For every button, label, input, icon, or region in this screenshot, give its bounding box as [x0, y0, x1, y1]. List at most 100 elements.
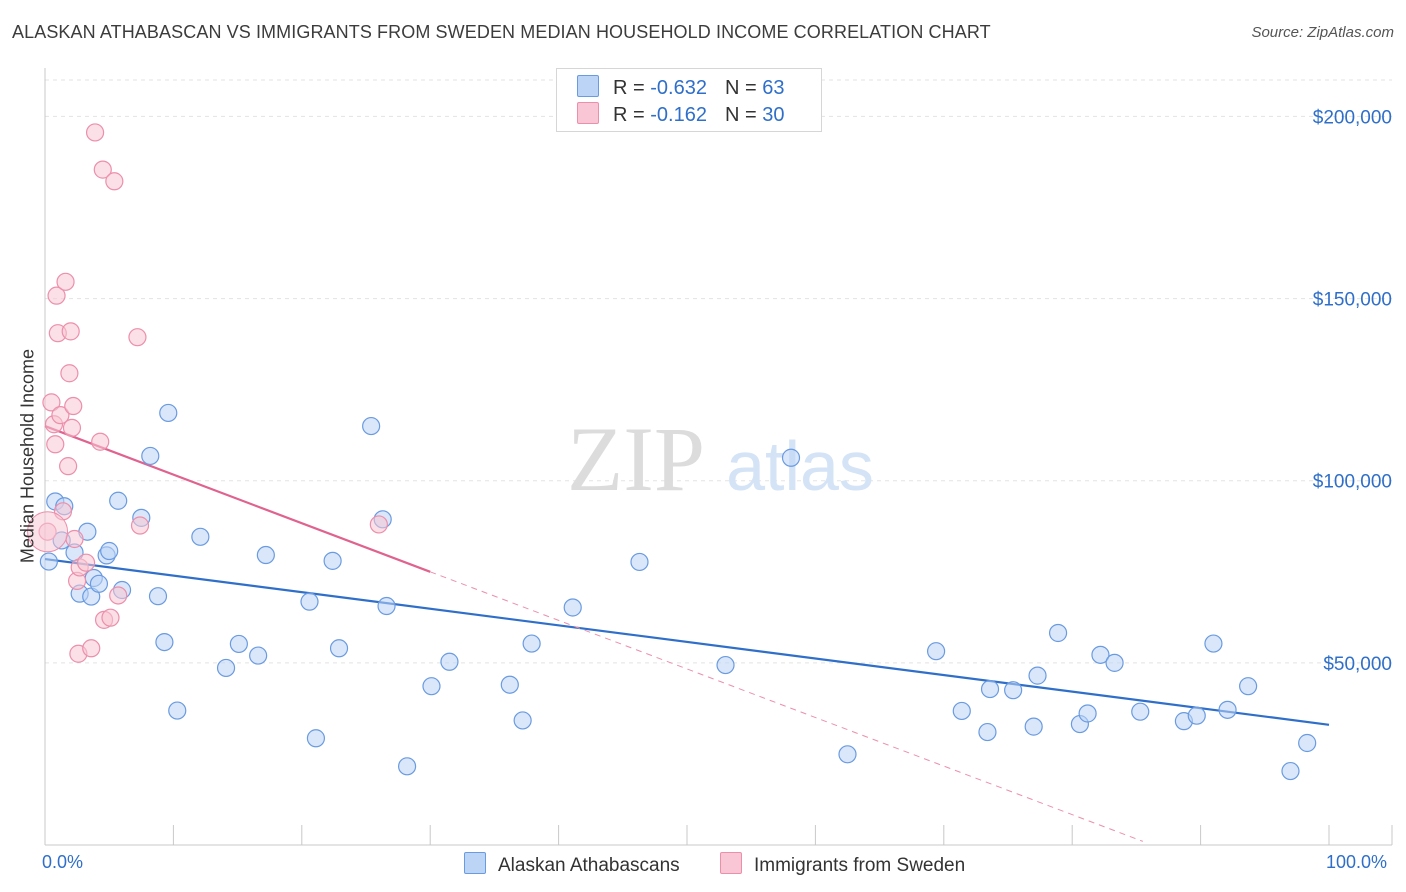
point-athabascan: [1131, 702, 1150, 721]
legend-n-value: 30: [762, 104, 785, 126]
series-legend-athabascan: Alaskan Athabascans: [464, 852, 680, 877]
point-athabascan: [300, 592, 319, 611]
y-tick-label: $200,000: [1313, 107, 1392, 128]
point-athabascan: [1078, 704, 1097, 723]
source-label: Source: ZipAtlas.com: [1251, 24, 1394, 41]
legend-swatch-blue: [577, 75, 599, 97]
point-athabascan: [1239, 677, 1258, 696]
point-sweden: [76, 553, 96, 572]
point-athabascan: [1028, 666, 1047, 685]
point-athabascan: [980, 679, 1000, 699]
point-athabascan: [978, 722, 997, 742]
point-athabascan: [952, 701, 971, 721]
point-sweden: [93, 160, 112, 179]
point-athabascan: [159, 403, 178, 423]
point-athabascan: [155, 632, 174, 652]
point-athabascan: [323, 551, 342, 570]
point-sweden: [62, 418, 82, 437]
point-sweden: [82, 639, 101, 658]
grid-layer: [45, 79, 1392, 664]
legend-r-value: -0.632: [650, 77, 707, 99]
point-sweden: [128, 328, 147, 347]
point-athabascan: [109, 491, 128, 510]
point-athabascan: [1024, 717, 1043, 736]
correlation-legend: R = -0.632 N = 63 R = -0.162 N = 30: [556, 68, 822, 132]
point-athabascan: [513, 711, 532, 730]
watermark-atlas: atlas: [726, 427, 874, 505]
point-athabascan: [362, 416, 381, 436]
point-sweden: [130, 516, 150, 535]
point-athabascan: [216, 658, 236, 678]
point-athabascan: [500, 675, 519, 694]
point-athabascan: [522, 634, 541, 653]
point-athabascan: [1298, 733, 1317, 753]
x-tick-label-max: 100.0%: [1326, 852, 1388, 872]
point-athabascan: [422, 677, 441, 696]
point-athabascan: [440, 652, 459, 671]
legend-r-label: R =: [613, 104, 651, 126]
point-sweden: [85, 123, 105, 142]
legend-row-athabascan: R = -0.632 N = 63: [577, 75, 784, 101]
point-sweden: [65, 529, 84, 549]
point-athabascan: [1105, 653, 1124, 672]
point-athabascan: [716, 655, 735, 675]
point-athabascan: [1048, 623, 1068, 643]
legend-n-value: 63: [762, 77, 785, 99]
y-tick-labels: $50,000 $100,000 $150,000 $200,000: [1313, 107, 1392, 674]
point-athabascan: [397, 757, 417, 776]
series-legend-sweden: Immigrants from Sweden: [720, 852, 965, 877]
point-sweden: [47, 286, 66, 305]
series-swatch-blue: [464, 852, 486, 874]
point-sweden: [59, 457, 78, 476]
point-sweden: [109, 586, 128, 605]
x-tick-label-min: 0.0%: [42, 852, 84, 872]
legend-n-label: N =: [724, 77, 763, 99]
point-athabascan: [168, 701, 187, 720]
legend-swatch-pink: [577, 102, 599, 124]
point-athabascan: [1204, 634, 1223, 653]
series-swatch-pink: [720, 852, 742, 874]
series-name: Alaskan Athabascans: [498, 855, 680, 876]
point-sweden-cluster: [27, 511, 69, 553]
point-athabascan: [229, 634, 248, 654]
point-sweden: [369, 515, 388, 534]
y-tick-label: $100,000: [1313, 472, 1392, 493]
point-athabascan: [1004, 681, 1023, 700]
y-tick-label: $50,000: [1323, 654, 1392, 675]
legend-n-label: N =: [724, 104, 763, 126]
point-athabascan: [148, 587, 168, 606]
point-sweden: [101, 608, 120, 627]
point-athabascan: [89, 574, 109, 593]
trend-line-sweden: [44, 425, 431, 573]
point-athabascan: [377, 596, 396, 616]
legend-r-value: -0.162: [650, 104, 707, 126]
point-athabascan: [1218, 700, 1237, 719]
point-sweden: [61, 322, 80, 341]
point-athabascan: [100, 541, 119, 561]
point-athabascan: [1187, 706, 1206, 725]
point-athabascan: [256, 545, 275, 565]
trend-line-athabascan: [44, 557, 1330, 726]
point-sweden: [46, 435, 65, 454]
point-athabascan: [329, 639, 349, 658]
point-sweden: [42, 393, 61, 412]
point-athabascan: [141, 446, 160, 466]
point-athabascan: [39, 552, 58, 571]
legend-r-label: R =: [613, 77, 651, 99]
point-sweden: [91, 432, 110, 451]
point-athabascan: [306, 729, 326, 748]
point-sweden: [60, 364, 79, 383]
watermark: ZIP atlas: [567, 408, 874, 510]
point-athabascan: [781, 448, 801, 467]
point-athabascan: [1091, 645, 1110, 664]
series-name: Immigrants from Sweden: [754, 855, 966, 876]
y-axis-label: Median Household Income: [17, 348, 38, 564]
trend-layer: [44, 425, 1330, 842]
axis-layer: [44, 68, 1393, 846]
trend-line-sweden-extension: [430, 571, 1143, 842]
point-athabascan: [630, 552, 649, 572]
point-sweden: [105, 172, 124, 191]
point-sweden: [51, 406, 70, 425]
point-sweden: [56, 272, 75, 291]
y-tick-label: $150,000: [1313, 290, 1392, 311]
